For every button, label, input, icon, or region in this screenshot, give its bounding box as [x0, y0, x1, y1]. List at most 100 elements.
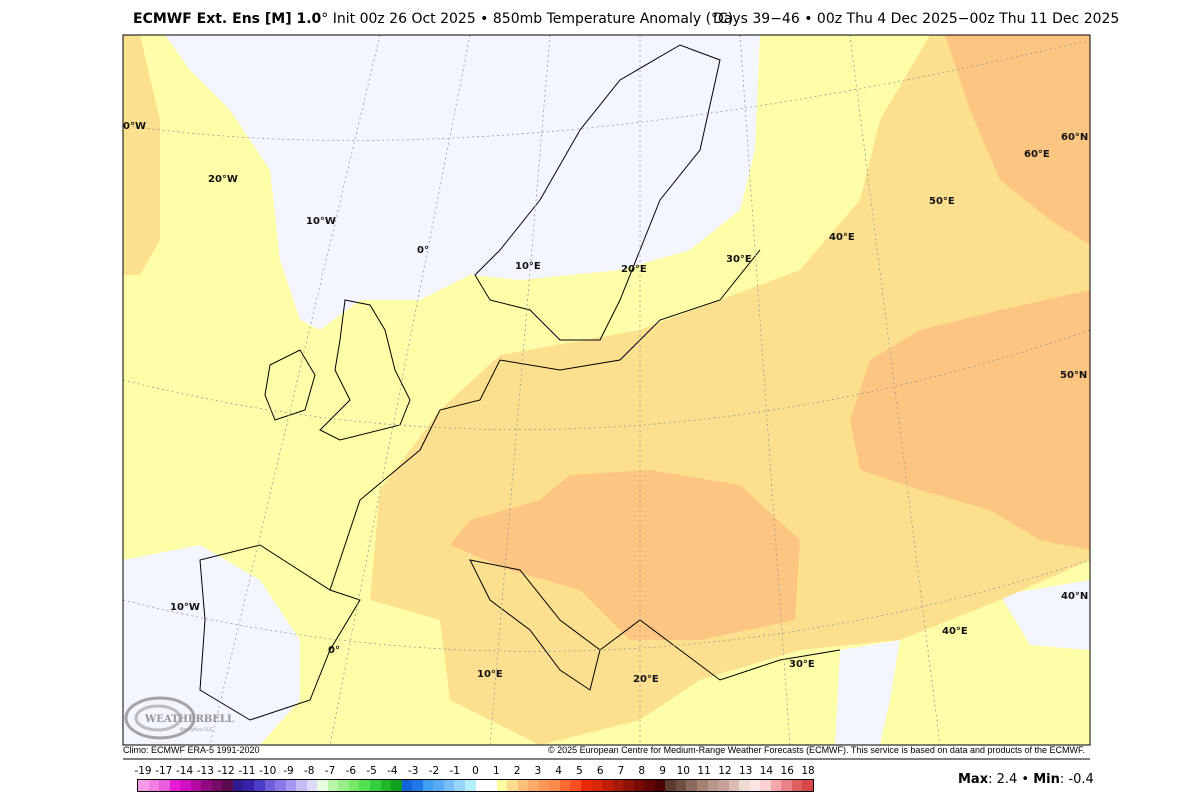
colorbar-swatch: [348, 780, 360, 791]
colorbar-label: 13: [738, 765, 753, 777]
colorbar-label: -10: [259, 765, 277, 777]
colorbar-swatch: [770, 780, 782, 791]
colorbar-swatch: [148, 780, 160, 791]
logo-text: WEATHERBELL: [144, 714, 234, 725]
colorbar-swatch: [327, 780, 339, 791]
colorbar-swatch: [739, 780, 750, 791]
colorbar-swatch: [507, 780, 518, 791]
colorbar-swatch: [707, 780, 719, 791]
colorbar-label: 10: [676, 765, 690, 777]
anomaly-2-3-northeast: [945, 35, 1090, 245]
anomaly-near-zero-southwest: [123, 545, 300, 745]
colorbar-label: -8: [304, 765, 315, 777]
colorbar-swatch: [454, 780, 465, 791]
colorbar-label: -11: [238, 765, 256, 777]
colorbar-swatch: [359, 780, 371, 791]
colorbar-swatch: [370, 780, 381, 791]
colorbar-swatch: [644, 780, 655, 791]
colorbar-swatch: [190, 780, 202, 791]
colorbar-swatch: [686, 780, 697, 791]
colorbar-swatch: [654, 780, 666, 791]
max-label: Max: [958, 772, 989, 787]
degree: °: [321, 11, 329, 27]
colorbar-label: 11: [697, 765, 711, 777]
colorbar-label: 9: [659, 765, 666, 777]
colorbar-swatch: [401, 780, 413, 791]
colorbar-swatch: [391, 780, 402, 791]
colorbar-label: -4: [387, 765, 398, 777]
colorbar-swatch: [517, 780, 529, 791]
colorbar-swatch: [422, 780, 434, 791]
graticule: [123, 35, 1090, 745]
grid-label: 50°E: [929, 196, 955, 207]
grid-label: 30°E: [726, 254, 752, 265]
colorbar-swatch: [443, 780, 455, 791]
grid-label: 20°E: [621, 264, 647, 275]
grid-label: 0°: [328, 645, 340, 656]
colorbar-swatch: [591, 780, 603, 791]
colorbar-swatch: [338, 780, 349, 791]
colorbar-swatch: [201, 780, 212, 791]
grid-label: 0°: [417, 245, 429, 256]
colorbar-label: -7: [324, 765, 336, 777]
init-info: Init 00z 26 Oct 2025 • 850mb Temperature…: [328, 11, 734, 27]
colorbar-swatch: [580, 780, 592, 791]
colorbar-swatch: [433, 780, 444, 791]
coastlines: [199, 44, 841, 721]
model-name: ECMWF Ext. Ens [M] 1.0: [133, 11, 322, 27]
colorbar-label: 2: [513, 765, 521, 777]
colorbar-label: 3: [534, 765, 542, 777]
grid-label: 0°W: [123, 121, 146, 132]
anomaly-near-zero-north: [165, 35, 760, 330]
grid-label: 60°E: [1024, 149, 1050, 160]
colorbar-swatch: [232, 780, 244, 791]
colorbar-swatch: [222, 780, 233, 791]
colorbar-label: 5: [576, 765, 583, 777]
grid-label: 20°E: [633, 674, 659, 685]
grid-label: 40°E: [829, 232, 855, 243]
grid-label: 10°W: [306, 216, 336, 227]
anomaly-2-3-central: [450, 470, 800, 640]
colorbar-label: 6: [596, 765, 604, 777]
grid-label: 10°E: [477, 669, 503, 680]
colorbar-label: 4: [555, 765, 562, 777]
colorbar-labels: -19 -17 -14 -13 -12 -11 -10 -9 -8 -7 -6 -5 -4 -3 -2 -1 0…: [134, 765, 814, 779]
continent-coast: [329, 249, 841, 681]
colorbar-swatch: [464, 780, 476, 791]
colorbar-swatch: [264, 780, 276, 791]
colorbar-swatch: [538, 780, 550, 791]
colorbar-swatch: [296, 780, 307, 791]
colorbar-swatch: [243, 780, 255, 791]
min-label: Min: [1033, 772, 1060, 787]
colorbar-label: -9: [283, 765, 294, 777]
ireland-outline: [264, 349, 316, 421]
colorbar-swatch: [180, 780, 191, 791]
map-frame: [122, 34, 1091, 746]
max-value: : 2.4 •: [988, 772, 1034, 787]
colorbar-swatch: [559, 780, 571, 791]
colorbar-swatch: [623, 780, 634, 791]
colorbar-label: -6: [345, 765, 357, 777]
colorbar-swatch: [528, 780, 539, 791]
min-value: : -0.4: [1059, 772, 1094, 787]
colorbar-label: 8: [638, 765, 646, 777]
colorbar-swatch: [380, 780, 392, 791]
colorbar-swatch: [718, 780, 729, 791]
colorbar-swatch: [696, 780, 708, 791]
colorbar: [137, 779, 814, 792]
colorbar-swatch: [317, 780, 328, 791]
colorbar-swatch: [760, 780, 771, 791]
colorbar-swatch: [412, 780, 423, 791]
grid-label: 10°W: [170, 602, 200, 613]
climo-note: Climo: ECMWF ERA-5 1991-2020: [123, 745, 260, 755]
colorbar-label: 0: [472, 765, 479, 777]
colorbar-swatch: [486, 780, 497, 791]
italy-outline: [469, 559, 601, 691]
colorbar-label: 7: [617, 765, 625, 777]
grid-labels: 0°W 20°W 10°W 0° 10°E 20°E 30°E 40°E 50°…: [123, 121, 1088, 685]
anomaly-2-3-east: [850, 290, 1090, 550]
colorbar-swatch: [749, 780, 761, 791]
colorbar-swatch: [602, 780, 613, 791]
colorbar-swatch: [570, 780, 581, 791]
